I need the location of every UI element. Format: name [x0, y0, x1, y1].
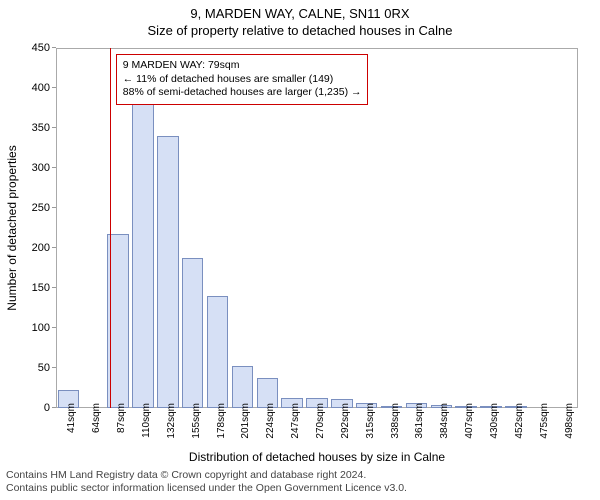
histogram-bar: [182, 258, 203, 408]
y-tick: 300: [32, 162, 56, 174]
x-axis-label: Distribution of detached houses by size …: [189, 450, 445, 464]
y-tick: 100: [32, 322, 56, 334]
y-tick-mark: [52, 87, 56, 88]
axis-left: [56, 48, 57, 408]
axis-top: [56, 48, 578, 49]
x-tick: 475sqm: [539, 403, 550, 439]
x-tick: 155sqm: [191, 403, 202, 439]
y-tick-mark: [52, 207, 56, 208]
y-tick: 0: [44, 402, 56, 414]
y-tick-mark: [52, 327, 56, 328]
x-tick: 201sqm: [240, 403, 251, 439]
y-tick: 150: [32, 282, 56, 294]
x-tick: 132sqm: [166, 403, 177, 439]
x-tick: 64sqm: [91, 403, 102, 433]
x-tick: 41sqm: [66, 403, 77, 433]
y-tick-mark: [52, 367, 56, 368]
y-tick-mark: [52, 167, 56, 168]
footer-line1: Contains HM Land Registry data © Crown c…: [6, 469, 407, 483]
callout-line3: 88% of semi-detached houses are larger (…: [123, 86, 362, 100]
x-tick: 292sqm: [340, 403, 351, 439]
x-tick: 315sqm: [365, 403, 376, 439]
histogram-bar: [132, 102, 153, 408]
x-tick: 338sqm: [390, 403, 401, 439]
footer-line2: Contains public sector information licen…: [6, 482, 407, 496]
y-tick-mark: [52, 407, 56, 408]
x-tick: 361sqm: [414, 403, 425, 439]
y-tick-mark: [52, 247, 56, 248]
footer-attribution: Contains HM Land Registry data © Crown c…: [6, 469, 407, 496]
x-tick: 87sqm: [116, 403, 127, 433]
x-tick: 247sqm: [290, 403, 301, 439]
x-tick: 407sqm: [464, 403, 475, 439]
histogram-bar: [157, 136, 178, 408]
x-tick: 110sqm: [141, 403, 152, 438]
callout-box: 9 MARDEN WAY: 79sqm← 11% of detached hou…: [116, 54, 369, 105]
y-tick: 450: [32, 42, 56, 54]
axis-right: [577, 48, 578, 408]
x-tick: 384sqm: [439, 403, 450, 439]
address-title: 9, MARDEN WAY, CALNE, SN11 0RX: [0, 0, 600, 21]
y-tick-mark: [52, 47, 56, 48]
x-tick: 270sqm: [315, 403, 326, 439]
y-tick: 350: [32, 122, 56, 134]
y-tick: 200: [32, 242, 56, 254]
y-axis-label: Number of detached properties: [5, 145, 19, 310]
y-tick: 250: [32, 202, 56, 214]
x-tick: 178sqm: [216, 403, 227, 439]
plot-region: 05010015020025030035040045041sqm64sqm87s…: [56, 48, 578, 408]
x-tick: 498sqm: [564, 403, 575, 439]
histogram-bar: [207, 296, 228, 408]
y-tick-mark: [52, 287, 56, 288]
callout-line1: 9 MARDEN WAY: 79sqm: [123, 59, 362, 73]
chart-subtitle: Size of property relative to detached ho…: [0, 21, 600, 38]
callout-line2: ← 11% of detached houses are smaller (14…: [123, 73, 362, 87]
reference-line: [110, 48, 112, 408]
y-tick: 400: [32, 82, 56, 94]
y-tick: 50: [38, 362, 56, 374]
x-tick: 224sqm: [265, 403, 276, 439]
chart-area: Number of detached properties Distributi…: [56, 48, 578, 408]
y-tick-mark: [52, 127, 56, 128]
x-tick: 430sqm: [489, 403, 500, 439]
x-tick: 452sqm: [514, 403, 525, 439]
histogram-bar: [232, 366, 253, 408]
